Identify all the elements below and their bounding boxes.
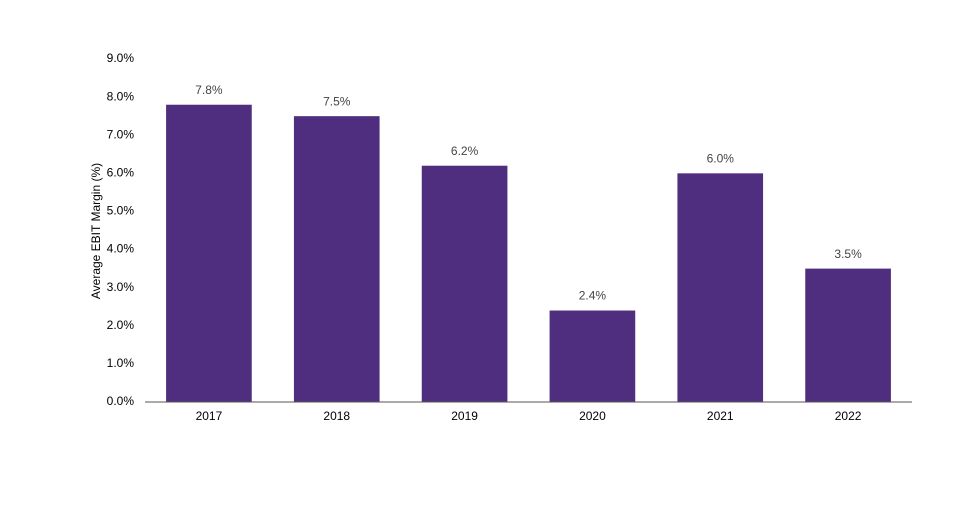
x-tick-label: 2022	[835, 409, 862, 423]
x-tick-label: 2019	[451, 409, 478, 423]
value-label: 2.4%	[579, 289, 607, 303]
x-tick-label: 2020	[579, 409, 606, 423]
value-label: 7.8%	[195, 83, 223, 97]
value-label: 6.0%	[707, 152, 735, 166]
y-axis-title: Average EBIT Margin (%)	[89, 163, 103, 299]
value-label: 7.5%	[323, 94, 351, 108]
bar	[421, 165, 508, 402]
y-tick-label: 2.0%	[107, 318, 135, 332]
y-tick-label: 6.0%	[107, 166, 135, 180]
y-tick-label: 8.0%	[107, 89, 135, 103]
y-tick-label: 5.0%	[107, 204, 135, 218]
y-tick-label: 9.0%	[107, 51, 135, 65]
value-label: 6.2%	[451, 144, 479, 158]
y-tick-label: 4.0%	[107, 242, 135, 256]
y-tick-label: 0.0%	[107, 394, 135, 408]
bar	[293, 116, 380, 403]
y-tick-label: 1.0%	[107, 356, 135, 370]
y-tick-label: 3.0%	[107, 280, 135, 294]
bar	[677, 173, 764, 402]
y-tick-label: 7.0%	[107, 127, 135, 141]
x-tick-label: 2021	[707, 409, 734, 423]
bar	[166, 104, 252, 402]
x-tick-label: 2018	[323, 409, 350, 423]
value-label: 3.5%	[834, 247, 862, 261]
bar	[805, 268, 891, 402]
bar	[549, 310, 636, 402]
x-tick-label: 2017	[196, 409, 223, 423]
